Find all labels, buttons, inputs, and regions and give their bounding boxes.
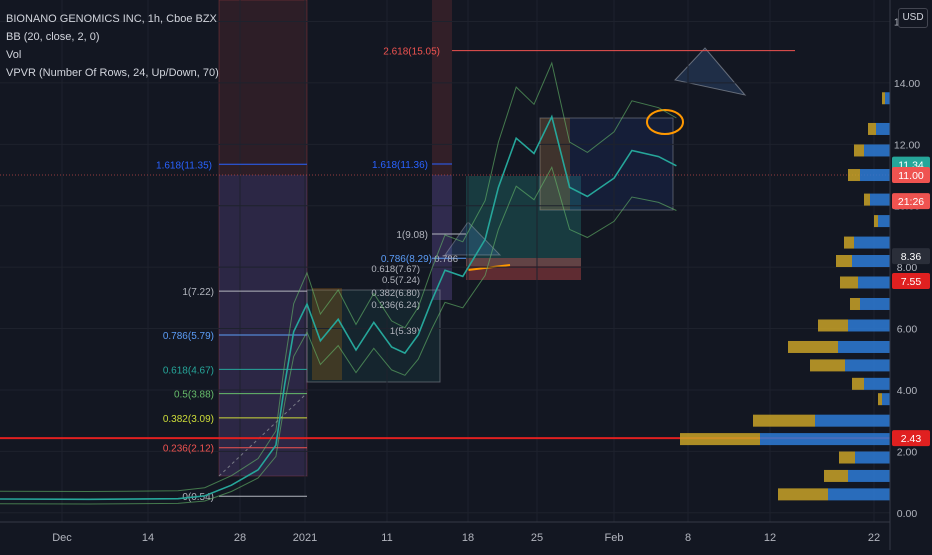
fib-level-label: 0.382(3.09) <box>163 414 214 425</box>
fib-small-label: 0.786 <box>434 254 458 265</box>
volume-profile-down-bar <box>860 169 890 182</box>
volume-profile-up-bar <box>878 393 882 406</box>
volume-profile-down-bar <box>858 276 890 289</box>
volume-profile-down-bar <box>852 255 890 267</box>
price-tag-label: 2.43 <box>901 433 922 445</box>
fib-level-label: 0.618(4.67) <box>163 365 214 376</box>
volume-profile-down-bar <box>864 377 890 390</box>
price-tag-box <box>892 430 930 447</box>
x-tick-label: 18 <box>462 532 474 544</box>
currency-button[interactable]: USD <box>898 8 928 28</box>
volume-profile-up-bar <box>844 236 854 249</box>
volume-profile-up-bar <box>810 359 845 372</box>
volume-profile-down-bar <box>848 319 890 332</box>
x-tick-label: 8 <box>685 532 691 544</box>
fib-small-label: 0.5(7.24) <box>382 275 420 286</box>
volume-profile-down-bar <box>838 340 890 353</box>
fib-small-label: 0.382(6.80) <box>371 288 420 299</box>
fib-level-label: 0.786(8.29) <box>381 254 432 265</box>
volume-profile-up-bar <box>839 451 855 464</box>
volume-profile-down-bar <box>870 193 890 206</box>
fib-small-label: 0.618(7.67) <box>371 264 420 275</box>
price-tag-box <box>892 248 930 265</box>
volume-profile-down-bar <box>845 359 890 372</box>
volume-profile-up-bar <box>778 488 828 501</box>
volume-profile-up-bar <box>753 414 815 427</box>
x-tick-label: Feb <box>605 532 624 544</box>
fib-level-label: 1(7.22) <box>182 287 214 298</box>
vpvr-indicator-label[interactable]: VPVR (Number Of Rows, 24, Up/Down, 70) <box>6 67 219 79</box>
volume-profile-down-bar <box>885 92 890 105</box>
y-tick-label: 8.00 <box>897 262 918 274</box>
x-tick-label: 14 <box>142 532 154 544</box>
volume-profile-up-bar <box>882 92 885 105</box>
volume-profile-up-bar <box>852 377 864 390</box>
volume-profile-up-bar <box>836 255 852 267</box>
volume-profile-down-bar <box>876 122 890 135</box>
y-tick-label: 4.00 <box>897 385 918 397</box>
fib-small-label: 1(5.39) <box>390 326 420 337</box>
x-tick-label: 22 <box>868 532 880 544</box>
volume-indicator-label[interactable]: Vol <box>6 49 22 61</box>
fib-level-label: 0.786(5.79) <box>163 331 214 342</box>
x-tick-label: 28 <box>234 532 246 544</box>
x-tick-label: 11 <box>381 532 392 544</box>
price-tag-box <box>892 193 930 210</box>
price-tag-box <box>892 272 930 289</box>
x-tick-label: Dec <box>52 532 72 544</box>
y-tick-label: 14.00 <box>894 78 920 90</box>
volume-profile-up-bar <box>818 319 848 332</box>
volume-profile-up-bar <box>864 193 870 206</box>
volume-profile-up-bar <box>854 144 864 157</box>
volume-profile-up-bar <box>868 122 876 135</box>
fib-level-label: 0.5(3.88) <box>174 390 214 401</box>
symbol-title[interactable]: BIONANO GENOMICS INC, 1h, Cboe BZX <box>6 13 217 25</box>
volume-profile-down-bar <box>860 297 890 310</box>
x-tick-label: 2021 <box>293 532 317 544</box>
fib-small-label: 0.236(6.24) <box>371 300 420 311</box>
bollinger-lower-band <box>0 165 677 505</box>
volume-profile-up-bar <box>840 276 858 289</box>
price-line <box>0 114 677 501</box>
y-tick-label: 2.00 <box>897 446 918 458</box>
fib-level-label: 0.236(2.12) <box>163 444 214 455</box>
bollinger-upper-band <box>0 61 677 493</box>
x-tick-label: 25 <box>531 532 543 544</box>
volume-profile-down-bar <box>878 215 890 228</box>
y-tick-label: 12.00 <box>894 139 920 151</box>
volume-profile-up-bar <box>850 297 860 310</box>
fib-level-label: 1(9.08) <box>396 230 428 241</box>
volume-profile-down-bar <box>760 433 890 446</box>
volume-profile-down-bar <box>864 144 890 157</box>
volume-profile-down-bar <box>815 414 890 427</box>
volume-profile-down-bar <box>828 488 890 501</box>
chart-legend: BIONANO GENOMICS INC, 1h, Cboe BZX BB (2… <box>6 10 219 82</box>
price-tag-label: 21:26 <box>898 196 924 208</box>
price-tag-label: 7.55 <box>901 276 922 288</box>
x-tick-label: 12 <box>764 532 776 544</box>
y-tick-label: 0.00 <box>897 508 918 520</box>
volume-profile-up-bar <box>824 469 848 482</box>
fib-level-label: 0(0.54) <box>182 492 214 503</box>
fib-level-label: 1.618(11.36) <box>372 160 428 171</box>
volume-profile-down-bar <box>848 469 890 482</box>
volume-profile-down-bar <box>854 236 890 249</box>
price-tag-box <box>892 167 930 184</box>
volume-profile-up-bar <box>788 340 838 353</box>
fib-level-label: 2.618(15.05) <box>383 47 440 58</box>
y-tick-label: 6.00 <box>897 324 918 336</box>
fib-level-label: 1.618(11.35) <box>156 160 212 171</box>
volume-profile-up-bar <box>848 169 860 182</box>
volume-profile-down-bar <box>882 393 890 406</box>
price-tag-label: 8.36 <box>901 251 922 263</box>
bb-indicator-label[interactable]: BB (20, close, 2, 0) <box>6 31 100 43</box>
price-tag-label: 11.00 <box>898 170 924 182</box>
volume-profile-up-bar <box>680 433 760 446</box>
volume-profile-up-bar <box>874 215 878 228</box>
volume-profile-down-bar <box>855 451 890 464</box>
